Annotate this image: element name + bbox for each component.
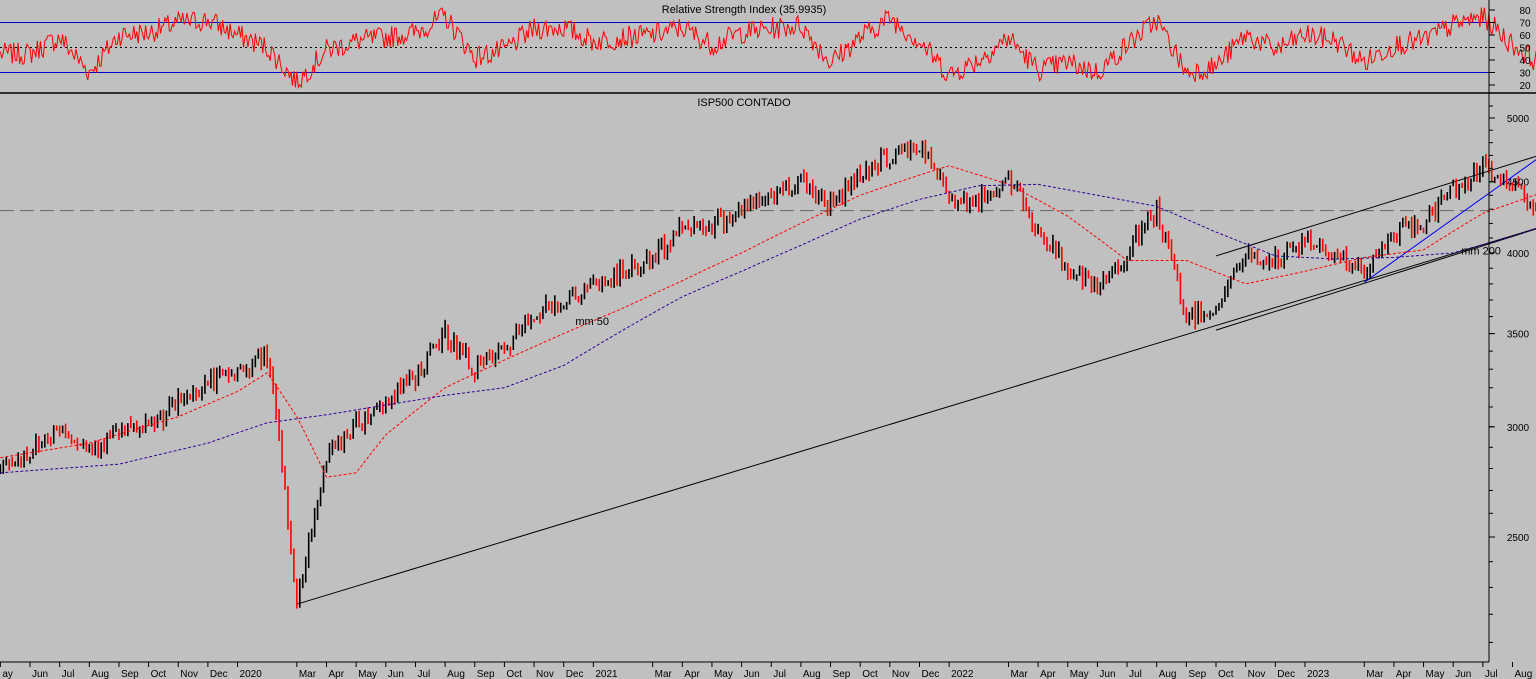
x-tick-label: Apr	[1396, 669, 1412, 679]
price-panel: ISP500 CONTADO mm 50 mm 200 2500 3000 3500…	[0, 97, 1536, 643]
x-tick-label: Mar	[299, 669, 317, 679]
rsi-tick-label: 80	[1519, 6, 1531, 17]
trendline-long-term-support	[296, 227, 1536, 605]
time-axis: ay Jun Jul Aug Sep Oct Nov Dec 2020 Mar Apr May Jun J…	[0, 662, 1533, 679]
x-tick-label: Mar	[655, 669, 673, 679]
mm200-line	[0, 183, 1536, 474]
x-tick-label: 2021	[595, 669, 618, 679]
trendlines	[296, 155, 1536, 605]
x-tick-label: Apr	[684, 669, 700, 679]
x-tick-label: 2020	[240, 669, 263, 679]
x-tick-label: Apr	[1040, 669, 1056, 679]
trendline-channel-upper	[1215, 155, 1536, 257]
x-tick-label: May	[1426, 669, 1445, 679]
x-tick-label: May	[714, 669, 733, 679]
x-tick-label: ay	[2, 669, 13, 679]
x-tick-label: Aug	[447, 669, 465, 679]
x-tick-label: Jul	[62, 669, 75, 679]
x-tick-label: Jul	[1485, 669, 1498, 679]
rsi-tick-label: 20	[1519, 81, 1531, 92]
x-tick-label: Oct	[862, 669, 878, 679]
x-tick-label: Dec	[922, 669, 940, 679]
x-tick-label: Mar	[1010, 669, 1028, 679]
x-tick-label: Jul	[773, 669, 786, 679]
y-tick-label: 5000	[1507, 114, 1530, 125]
x-tick-label: Jul	[417, 669, 430, 679]
x-tick-label: Aug	[1159, 669, 1177, 679]
x-tick-label: Nov	[180, 669, 198, 679]
x-tick-label: Nov	[536, 669, 554, 679]
mm50-label: mm 50	[575, 316, 609, 328]
x-tick-label: Sep	[121, 669, 139, 679]
x-tick-label: Aug	[91, 669, 109, 679]
x-tick-label: Dec	[1277, 669, 1295, 679]
x-tick-label: Sep	[477, 669, 495, 679]
x-tick-label: Sep	[833, 669, 851, 679]
x-tick-label: Apr	[329, 669, 345, 679]
mm200-label: mm 200	[1461, 245, 1501, 257]
rsi-bands	[0, 22, 1489, 73]
x-tick-label: Jun	[388, 669, 404, 679]
rsi-tick-label: 60	[1519, 31, 1531, 42]
x-tick-label: 2022	[951, 669, 974, 679]
x-tick-label: Jun	[32, 669, 48, 679]
x-tick-label: Jul	[1129, 669, 1142, 679]
y-tick-label: 3000	[1507, 423, 1530, 434]
x-tick-label: Oct	[506, 669, 522, 679]
x-tick-label: Aug	[803, 669, 821, 679]
x-tick-label: Dec	[210, 669, 228, 679]
x-tick-label: Jun	[1099, 669, 1115, 679]
price-bars	[0, 139, 1536, 609]
rsi-tick-label: 30	[1519, 69, 1531, 80]
x-tick-label: Oct	[151, 669, 167, 679]
x-tick-label: Jun	[744, 669, 760, 679]
y-tick-label: 4500	[1507, 178, 1530, 189]
rsi-tick-label: 50	[1519, 44, 1531, 55]
trendline-channel-lower	[1215, 228, 1536, 331]
x-tick-label: Jun	[1455, 669, 1471, 679]
x-tick-label: Nov	[892, 669, 910, 679]
mm50-line	[0, 165, 1536, 478]
x-tick-label: Mar	[1366, 669, 1384, 679]
x-tick-label: Sep	[1188, 669, 1206, 679]
y-tick-label: 3500	[1507, 330, 1530, 341]
x-tick-label: May	[358, 669, 377, 679]
rsi-title: Relative Strength Index (35.9935)	[662, 4, 827, 16]
rsi-tick-label: 70	[1519, 19, 1531, 30]
y-tick-label: 4000	[1507, 249, 1530, 260]
x-tick-label: Aug	[1515, 669, 1533, 679]
x-tick-label: 2023	[1307, 669, 1330, 679]
rsi-tick-label: 40	[1519, 56, 1531, 67]
price-axis: 2500 3000 3500 4000 4500 5000	[1489, 105, 1530, 643]
x-tick-label: Oct	[1218, 669, 1234, 679]
price-title: ISP500 CONTADO	[697, 97, 791, 109]
x-tick-label: May	[1070, 669, 1089, 679]
x-tick-label: Dec	[566, 669, 584, 679]
rsi-line	[0, 7, 1536, 90]
trendline-blue-uptrend	[1363, 159, 1536, 283]
y-tick-label: 2500	[1507, 533, 1530, 544]
x-tick-label: Nov	[1248, 669, 1266, 679]
